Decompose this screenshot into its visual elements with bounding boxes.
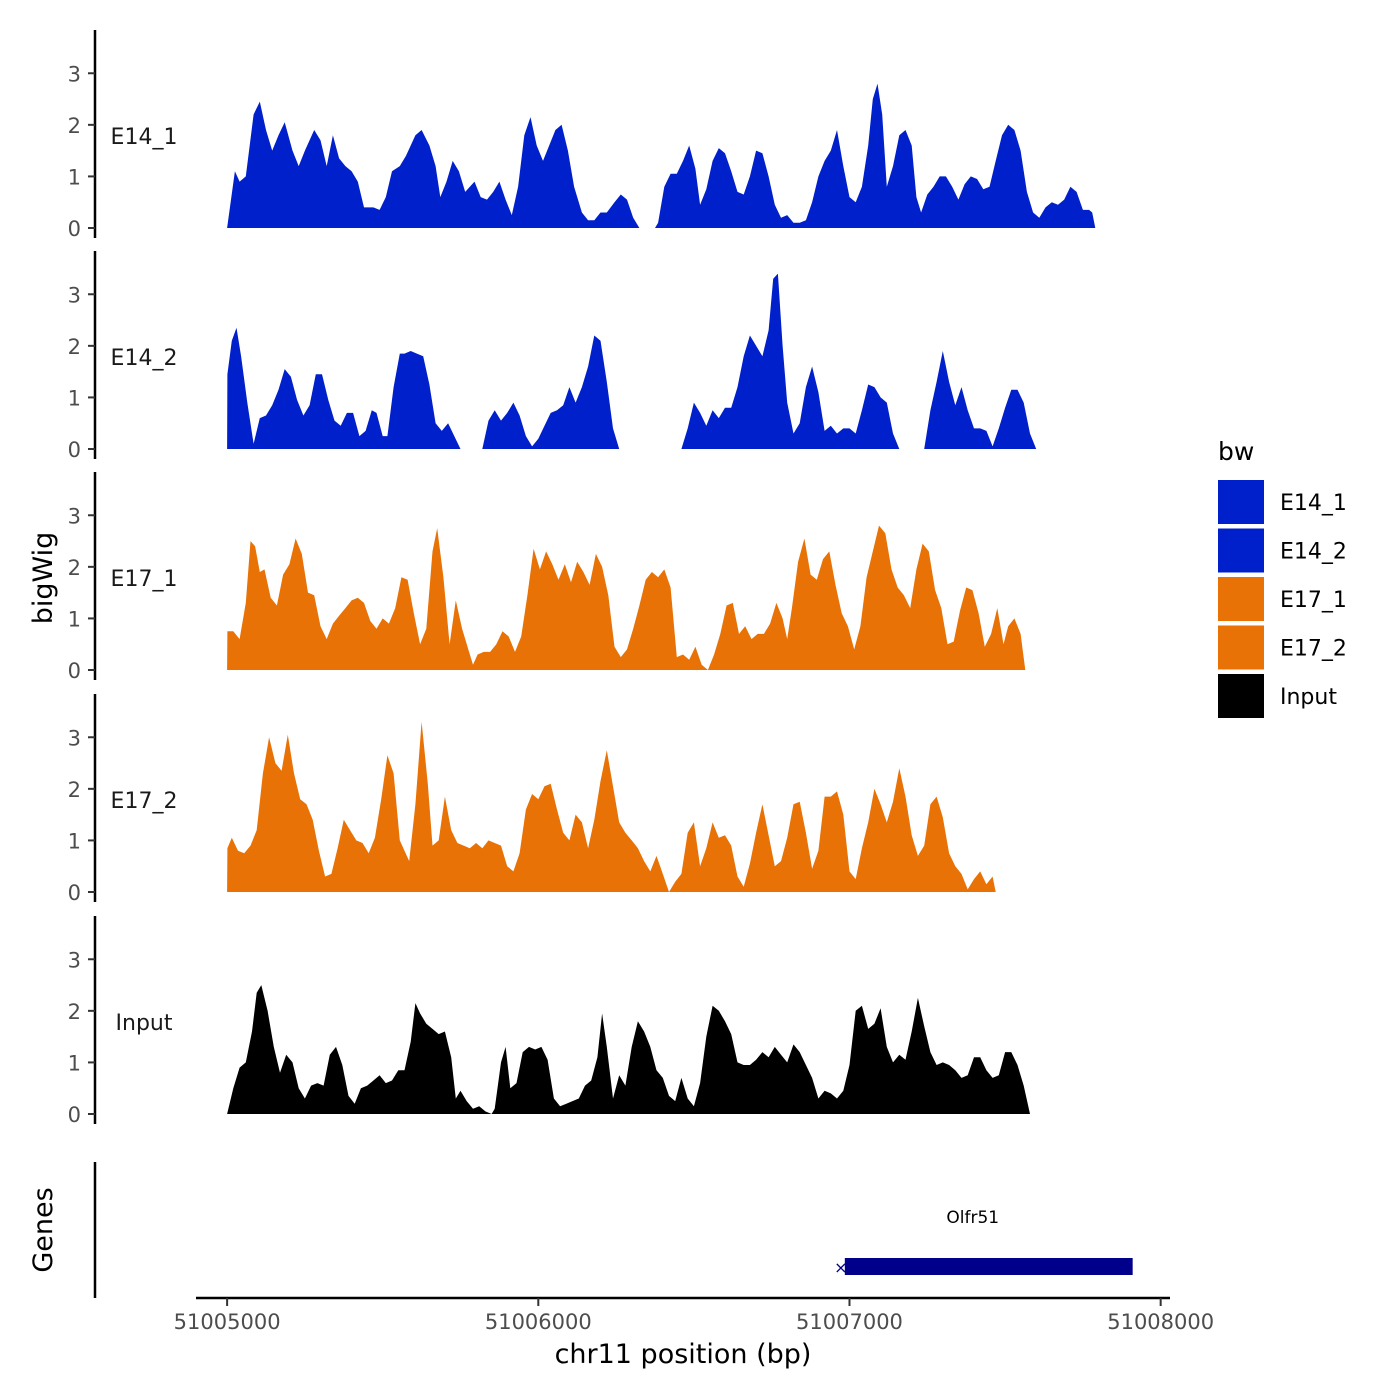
series-area-e17-2 xyxy=(227,721,996,892)
y-tick-label: 2 xyxy=(68,114,81,138)
track-label: E14_2 xyxy=(111,346,178,371)
y-tick-label: 1 xyxy=(68,1051,81,1075)
legend-label: E14_1 xyxy=(1280,491,1347,516)
gene-body xyxy=(844,1258,1133,1275)
track-label: E17_2 xyxy=(111,789,178,814)
y-tick-label: 3 xyxy=(68,948,81,972)
legend-item-e14-2: E14_2 xyxy=(1218,528,1347,573)
legend-swatch xyxy=(1218,577,1264,621)
y-tick-label: 1 xyxy=(68,386,81,410)
y-tick-label: 2 xyxy=(68,556,81,580)
track-label: E14_1 xyxy=(111,125,178,150)
y-tick-label: 1 xyxy=(68,165,81,189)
x-tick-label: 51007000 xyxy=(796,1310,903,1334)
y-tick-label: 3 xyxy=(68,283,81,307)
legend-title: bw xyxy=(1218,437,1254,466)
genes-panel: × Olfr51 xyxy=(93,1162,1133,1298)
legend-label: E14_2 xyxy=(1280,540,1347,565)
y-tick-label: 3 xyxy=(68,62,81,86)
y-tick-label: 1 xyxy=(68,829,81,853)
y-tick-label: 2 xyxy=(68,335,81,359)
legend-swatch xyxy=(1218,480,1264,524)
legend-item-input: Input xyxy=(1218,674,1337,718)
legend-item-e17-2: E17_2 xyxy=(1218,625,1347,670)
y-tick-label: 0 xyxy=(68,217,81,241)
x-axis-title: chr11 position (bp) xyxy=(555,1339,812,1370)
x-tick-label: 51005000 xyxy=(174,1310,281,1334)
x-axis: 51005000 51006000 51007000 51008000 xyxy=(174,1296,1214,1334)
series-area-e14-1 xyxy=(227,83,1096,228)
series-area-e17-1 xyxy=(227,525,1026,670)
legend-label: E17_2 xyxy=(1280,637,1347,662)
track-input: 0 1 2 3 Input xyxy=(68,916,1031,1127)
y-axis-title: bigWig xyxy=(28,532,59,625)
y-tick-label: 3 xyxy=(68,504,81,528)
y-tick-label: 0 xyxy=(68,659,81,683)
track-e14-2: 0 1 2 3 E14_2 xyxy=(68,251,1037,462)
gene-strand-marker: × xyxy=(834,1258,847,1277)
legend: bw E14_1 E14_2 E17_1 E17_2 Input xyxy=(1218,437,1347,718)
legend-item-e14-1: E14_1 xyxy=(1218,480,1347,524)
x-tick-label: 51006000 xyxy=(485,1310,592,1334)
genes-axis-title: Genes xyxy=(28,1187,59,1272)
track-e14-1: 0 1 2 3 E14_1 xyxy=(68,30,1096,241)
y-tick-label: 2 xyxy=(68,778,81,802)
gene-olfr51: × Olfr51 xyxy=(834,1208,1133,1277)
y-tick-label: 2 xyxy=(68,1000,81,1024)
y-tick-label: 0 xyxy=(68,438,81,462)
series-area-input xyxy=(227,985,1031,1114)
tracks-layer: 0 1 2 3 E14_1 0 1 2 3 E14_2 0 1 2 3 E17_1 0 1 2 3 E17_2 0 1 2 3… xyxy=(68,30,1096,1127)
y-tick-label: 3 xyxy=(68,726,81,750)
track-label: E17_1 xyxy=(111,567,178,592)
legend-swatch xyxy=(1218,625,1264,670)
y-tick-label: 0 xyxy=(68,881,81,905)
legend-swatch xyxy=(1218,674,1264,718)
legend-swatch xyxy=(1218,528,1264,573)
legend-item-e17-1: E17_1 xyxy=(1218,577,1347,621)
series-area-e14-2 xyxy=(227,273,1037,449)
legend-label: E17_1 xyxy=(1280,588,1347,613)
track-e17-2: 0 1 2 3 E17_2 xyxy=(68,694,996,905)
gene-label: Olfr51 xyxy=(946,1208,999,1228)
y-tick-label: 0 xyxy=(68,1103,81,1127)
y-tick-label: 1 xyxy=(68,607,81,631)
track-e17-1: 0 1 2 3 E17_1 xyxy=(68,472,1026,683)
track-label: Input xyxy=(116,1011,173,1036)
x-tick-label: 51008000 xyxy=(1107,1310,1214,1334)
legend-label: Input xyxy=(1280,685,1337,710)
